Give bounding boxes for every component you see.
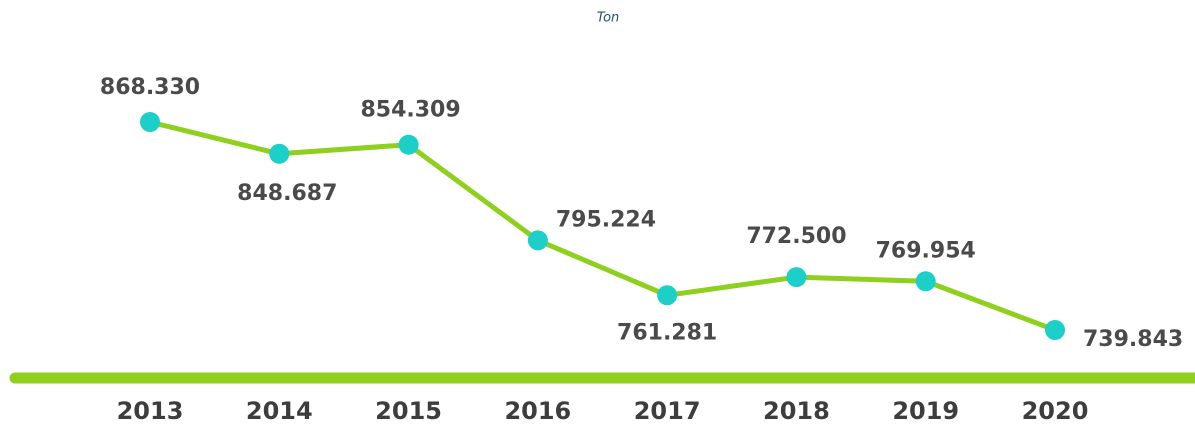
x-tick-label: 2020 [1022, 397, 1089, 425]
data-label: 761.281 [617, 320, 717, 345]
data-label: 772.500 [746, 224, 846, 249]
line [149, 119, 1056, 333]
data-label: 854.309 [360, 98, 460, 123]
marker [140, 112, 160, 132]
data-label: 848.687 [237, 181, 337, 206]
data-label: 795.224 [556, 207, 656, 232]
x-tick-label: 2018 [763, 397, 830, 425]
x-tick-label: 2014 [246, 397, 313, 425]
x-tick-label: 2017 [634, 397, 701, 425]
marker [527, 230, 548, 251]
data-label: 739.843 [1083, 327, 1183, 352]
x-tick-label: 2016 [504, 397, 571, 425]
x-tick-label: 2013 [117, 397, 184, 425]
marker [915, 271, 936, 292]
marker [269, 143, 290, 164]
marker [657, 285, 678, 306]
x-tick-label: 2015 [375, 397, 442, 425]
x-tick-label: 2019 [892, 397, 959, 425]
marker [398, 134, 419, 155]
marker [786, 267, 807, 288]
chart-title: Ton [597, 11, 620, 26]
marker [1045, 320, 1065, 340]
data-label: 769.954 [876, 238, 976, 263]
data-label: 868.330 [100, 75, 200, 100]
